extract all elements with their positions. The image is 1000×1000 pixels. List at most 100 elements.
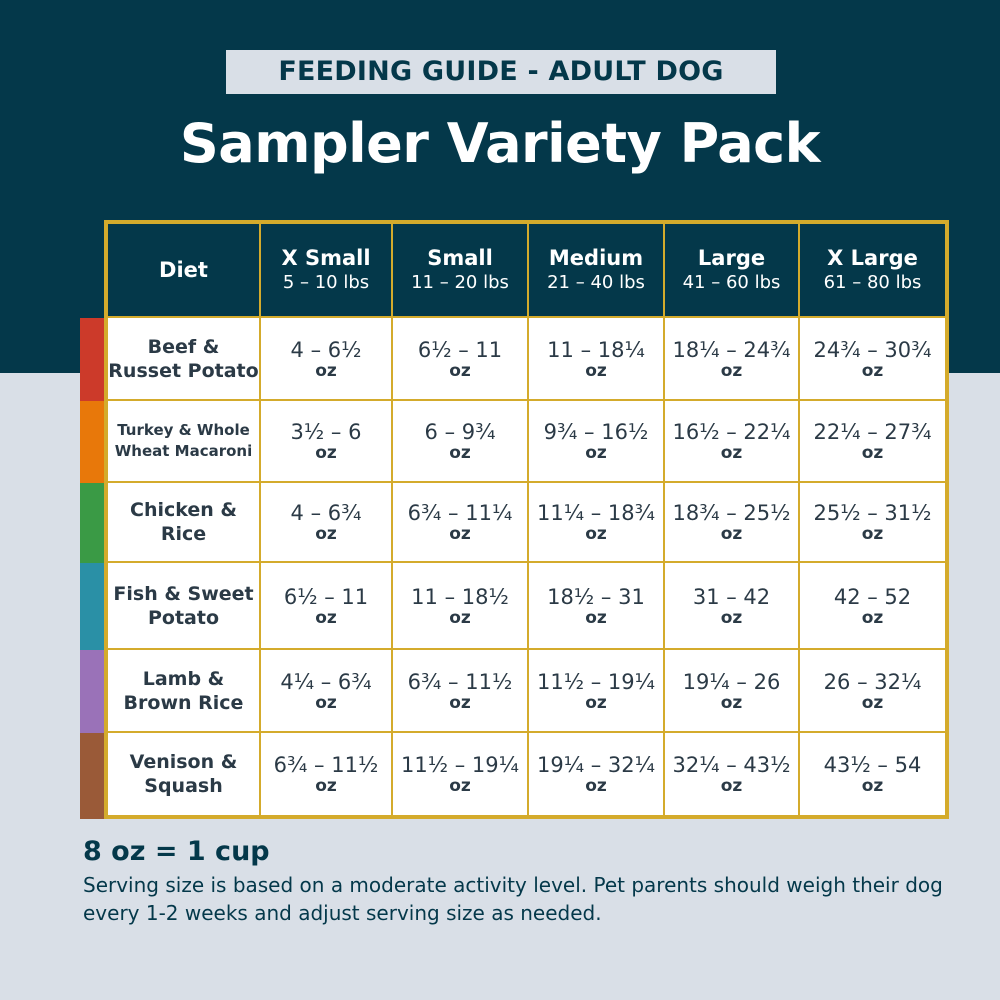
table-row: Turkey & Whole Wheat Macaroni 3½ – 6 oz 6 –… [105,399,948,483]
size-label: X Large [827,245,918,270]
table-row: Fish & Sweet Potato 6½ – 11 oz 11 – 18½ oz 18… [105,561,948,650]
serving-cell: 9¾ – 16½ oz [527,399,665,483]
serving-amount: 6¾ – 11½ [273,753,379,777]
column-header-medium: Medium 21 – 40 lbs [527,221,665,318]
serving-amount: 11½ – 19¼ [536,669,655,694]
serving-amount: 4 – 6½ [290,337,362,362]
serving-amount: 18¾ – 25½ [672,501,791,525]
serving-unit: oz [585,692,607,713]
serving-amount: 11¼ – 18¾ [536,501,655,525]
diet-color-strip [80,563,105,651]
serving-amount: 9¾ – 16½ [543,420,649,444]
serving-cell: 25½ – 31½ oz [798,481,948,563]
table-row: Venison & Squash 6¾ – 11½ oz 11½ – 19¼ oz 19¼… [105,731,948,818]
weight-range: 11 – 20 lbs [411,271,509,293]
table-header-row: Diet X Small 5 – 10 lbs Small 11 – 20 lbs Me… [105,221,948,318]
serving-unit: oz [315,524,337,544]
serving-cell: 11½ – 19¼ oz [391,731,529,818]
feeding-guide-badge: FEEDING GUIDE - ADULT DOG [226,50,776,94]
serving-unit: oz [449,692,471,713]
serving-amount: 6 – 9¾ [424,420,496,444]
serving-amount: 43½ – 54 [823,753,922,777]
diet-name: Beef & Russet Potato [105,316,261,401]
serving-unit: oz [861,776,884,796]
serving-unit: oz [720,776,743,796]
serving-cell: 19¼ – 32¼ oz [527,731,665,818]
weight-range: 61 – 80 lbs [823,271,922,293]
serving-cell: 18¾ – 25½ oz [663,481,800,563]
weight-range: 5 – 10 lbs [282,271,370,293]
serving-unit: oz [585,776,607,796]
serving-unit: oz [315,607,337,628]
diet-color-strip [80,733,105,819]
serving-unit: oz [449,776,471,796]
serving-unit: oz [315,692,337,713]
serving-cell: 11¼ – 18¾ oz [527,481,665,563]
conversion-note: 8 oz = 1 cup [83,836,270,867]
serving-cell: 22¼ – 27¾ oz [798,399,948,483]
serving-unit: oz [720,524,743,544]
serving-amount: 6½ – 11 [283,584,369,609]
serving-cell: 24¾ – 30¾ oz [798,316,948,401]
serving-cell: 6½ – 11 oz [259,561,393,650]
serving-cell: 6 – 9¾ oz [391,399,529,483]
diet-name: Venison & Squash [105,731,261,818]
column-header-small: Small 11 – 20 lbs [391,221,529,318]
serving-cell: 6¾ – 11½ oz [391,648,529,733]
serving-unit: oz [861,360,884,381]
serving-cell: 16½ – 22¼ oz [663,399,800,483]
serving-cell: 31 – 42 oz [663,561,800,650]
serving-unit: oz [585,443,607,463]
diet-color-strip [80,650,105,734]
weight-range: 21 – 40 lbs [547,271,645,293]
diet-color-strip [80,483,105,564]
serving-amount: 6½ – 11 [417,337,503,362]
serving-amount: 18¼ – 24¾ [672,337,791,362]
serving-cell: 11½ – 19¼ oz [527,648,665,733]
serving-unit: oz [449,360,471,381]
serving-amount: 32¼ – 43½ [672,753,791,777]
serving-amount: 26 – 32¼ [823,669,922,694]
serving-amount: 4¼ – 6¾ [280,669,372,694]
serving-cell: 42 – 52 oz [798,561,948,650]
size-label: Medium [548,245,644,270]
serving-cell: 18½ – 31 oz [527,561,665,650]
serving-amount: 16½ – 22¼ [672,420,791,444]
size-label: Small [427,245,493,270]
serving-amount: 19¼ – 26 [682,669,781,694]
serving-amount: 19¼ – 32¼ [536,753,655,777]
column-header-x-large: X Large 61 – 80 lbs [798,221,948,318]
serving-unit: oz [585,607,607,628]
feeding-table: Diet X Small 5 – 10 lbs Small 11 – 20 lbs Me… [104,220,949,819]
serving-unit: oz [449,524,471,544]
serving-amount: 31 – 42 [692,584,771,609]
serving-unit: oz [449,443,471,463]
serving-unit: oz [720,692,743,713]
serving-amount: 11½ – 19¼ [400,753,519,777]
table-row: Beef & Russet Potato 4 – 6½ oz 6½ – 11 oz 11 … [105,316,948,401]
serving-amount: 42 – 52 [833,584,912,609]
diet-name: Chicken & Rice [105,481,261,563]
table-row: Lamb & Brown Rice 4¼ – 6¾ oz 6¾ – 11½ oz 11½ … [105,648,948,733]
serving-cell: 4 – 6½ oz [259,316,393,401]
serving-unit: oz [315,776,337,796]
serving-cell: 26 – 32¼ oz [798,648,948,733]
serving-amount: 25½ – 31½ [813,501,932,525]
serving-unit: oz [315,443,337,463]
serving-unit: oz [720,443,743,463]
serving-amount: 22¼ – 27¾ [813,420,932,444]
serving-amount: 4 – 6¾ [290,501,362,525]
serving-cell: 6½ – 11 oz [391,316,529,401]
serving-cell: 6¾ – 11½ oz [259,731,393,818]
weight-range: 41 – 60 lbs [682,271,781,293]
column-header-x-small: X Small 5 – 10 lbs [259,221,393,318]
serving-amount: 24¾ – 30¾ [813,337,932,362]
serving-unit: oz [861,692,884,713]
serving-unit: oz [720,607,743,628]
size-label: X Small [281,245,371,270]
serving-cell: 11 – 18½ oz [391,561,529,650]
serving-note: Serving size is based on a moderate acti… [83,873,943,925]
size-label: Large [697,245,766,270]
serving-cell: 4¼ – 6¾ oz [259,648,393,733]
serving-amount: 6¾ – 11¼ [407,501,513,525]
